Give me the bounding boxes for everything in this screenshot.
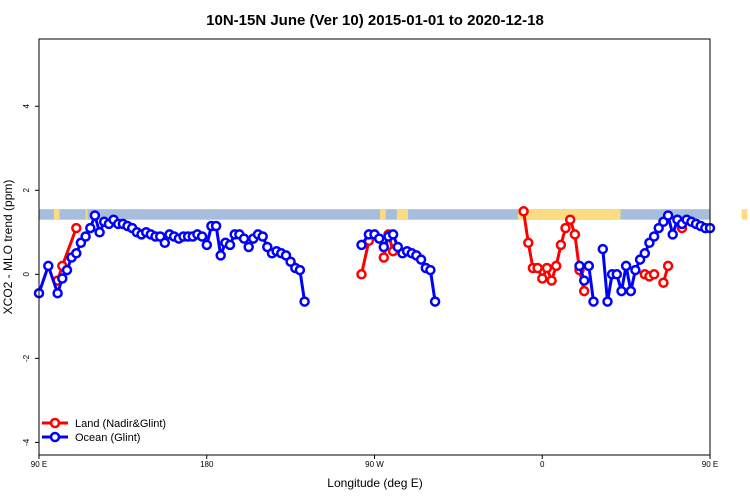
land-point xyxy=(71,222,82,234)
land-point xyxy=(569,229,581,240)
ocean-point xyxy=(602,296,613,307)
ocean-point xyxy=(43,260,54,272)
ocean-band xyxy=(39,209,710,220)
ocean-point xyxy=(85,222,96,234)
ocean-point xyxy=(667,229,678,240)
ocean-point xyxy=(89,210,101,221)
land-band-segment xyxy=(380,209,386,220)
land-ocean-band xyxy=(39,209,748,220)
ocean-series-line xyxy=(587,265,595,302)
ocean-point xyxy=(159,237,171,249)
ocean-point xyxy=(620,260,632,272)
legend-ocean-label: Ocean (Glint) xyxy=(75,432,140,444)
land-band-segment xyxy=(741,209,748,220)
ocean-series xyxy=(33,210,716,307)
ocean-point xyxy=(80,231,91,242)
ocean-point xyxy=(196,231,208,242)
ocean-point xyxy=(94,227,105,238)
ocean-point xyxy=(578,275,590,286)
ocean-point xyxy=(574,260,585,272)
land-band-segment xyxy=(518,209,621,220)
land-point xyxy=(555,239,567,251)
land-series-line xyxy=(360,240,371,275)
x-axis-label: Longitude (deg E) xyxy=(327,476,422,490)
ocean-point xyxy=(294,264,306,276)
land-point xyxy=(537,273,548,284)
land-point xyxy=(546,275,557,286)
land-point xyxy=(518,206,529,217)
land-point xyxy=(560,222,571,234)
legend-ocean-marker xyxy=(49,431,61,443)
x-tick-label: 180 xyxy=(200,460,214,469)
land-band-segment xyxy=(396,209,409,220)
ocean-point xyxy=(257,231,268,242)
ocean-point xyxy=(611,269,623,280)
ocean-point xyxy=(356,239,367,251)
land-point xyxy=(378,252,390,263)
ocean-point xyxy=(662,210,674,221)
y-tick-label: 0 xyxy=(22,272,31,277)
x-tick-label: 90 E xyxy=(31,460,47,469)
land-point xyxy=(532,262,543,274)
ocean-point xyxy=(648,231,660,242)
ocean-point xyxy=(201,239,213,251)
legend: Land (Nadir&Glint) Ocean (Glint) xyxy=(42,417,166,444)
ocean-point xyxy=(387,229,399,240)
land-point xyxy=(578,285,590,297)
land-point xyxy=(541,262,553,274)
ocean-point xyxy=(425,264,436,276)
ocean-point xyxy=(52,287,63,299)
land-point xyxy=(564,214,576,225)
ocean-point xyxy=(597,243,609,255)
ocean-point xyxy=(243,241,254,253)
land-point xyxy=(356,269,367,280)
ocean-point xyxy=(378,241,390,253)
legend-land-label: Land (Nadir&Glint) xyxy=(75,418,166,430)
axes: 90 E 180 90 W 0 90 E -4 -2 0 2 4 xyxy=(22,103,718,469)
ocean-point xyxy=(583,260,595,272)
ocean-point xyxy=(625,285,637,297)
ocean-point xyxy=(57,273,68,284)
x-tick-label: 90 E xyxy=(702,460,718,469)
y-tick-label: -2 xyxy=(22,354,31,362)
y-tick-label: -4 xyxy=(22,438,31,446)
land-point xyxy=(658,277,669,288)
ocean-point xyxy=(373,233,385,244)
land-band-segment xyxy=(85,209,88,220)
ocean-point xyxy=(61,264,73,276)
ocean-point xyxy=(210,220,222,232)
ocean-point xyxy=(224,239,236,251)
ocean-point xyxy=(238,233,250,244)
land-point xyxy=(648,269,660,280)
ocean-point xyxy=(215,250,226,261)
ocean-point xyxy=(71,248,82,259)
ocean-point xyxy=(299,296,310,307)
ocean-point xyxy=(616,285,627,297)
y-tick-label: 4 xyxy=(22,103,31,108)
x-tick-label: 90 W xyxy=(365,460,384,469)
land-point xyxy=(523,237,534,249)
ocean-point xyxy=(588,296,599,307)
ocean-point xyxy=(630,264,641,276)
land-point xyxy=(662,260,674,272)
ocean-point xyxy=(639,248,651,259)
chart-title: 10N-15N June (Ver 10) 2015-01-01 to 2020… xyxy=(206,12,544,29)
land-point xyxy=(550,260,562,272)
plot-frame xyxy=(38,38,711,456)
ocean-point xyxy=(415,254,427,265)
legend-land-marker xyxy=(49,417,61,429)
y-axis-label: XCO2 - MLO trend (ppm) xyxy=(1,180,15,315)
land-band-segment xyxy=(53,209,60,220)
x-tick-label: 0 xyxy=(540,460,545,469)
series-layer xyxy=(33,206,716,307)
ocean-point xyxy=(429,296,441,307)
y-tick-label: 2 xyxy=(22,187,31,192)
